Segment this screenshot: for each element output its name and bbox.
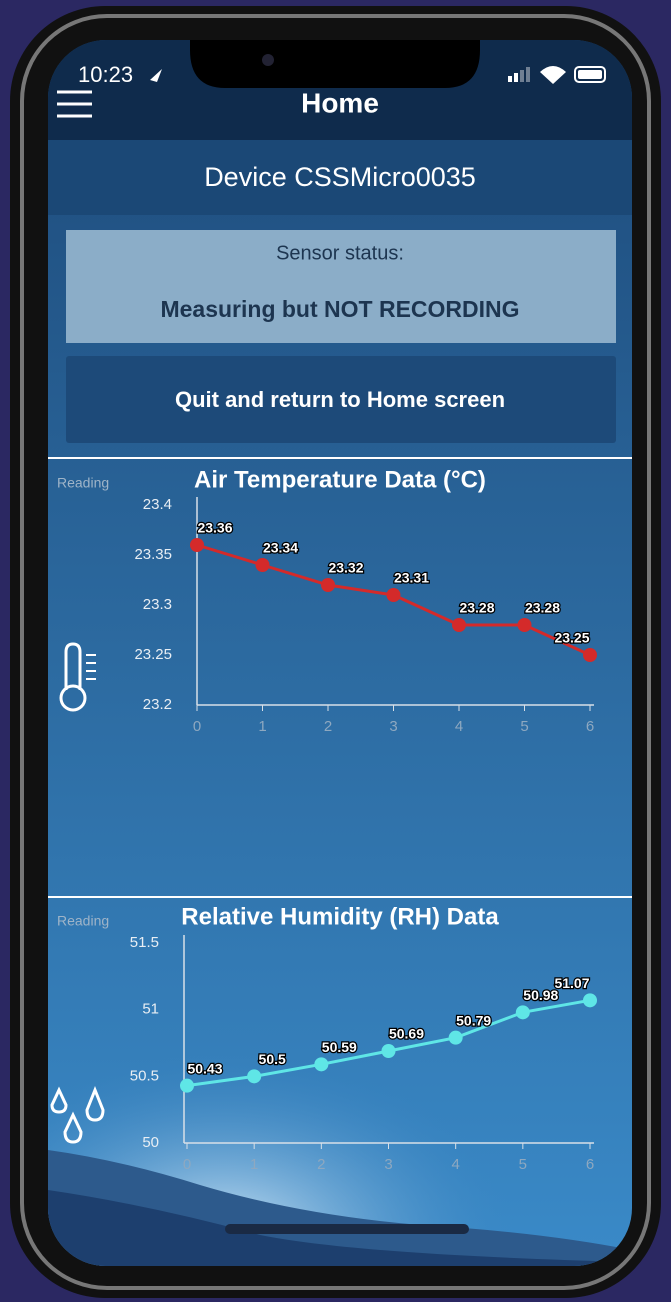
data-label: 51.07 bbox=[554, 975, 589, 991]
header-title: Home bbox=[301, 87, 379, 118]
data-point bbox=[517, 618, 532, 632]
wifi-icon bbox=[540, 66, 566, 84]
y-tick-label: 23.4 bbox=[143, 496, 172, 513]
data-point bbox=[381, 1044, 396, 1058]
chart-title: Air Temperature Data (°C) bbox=[194, 466, 486, 493]
x-tick-label: 4 bbox=[451, 1156, 459, 1173]
data-label: 50.43 bbox=[187, 1060, 222, 1076]
status-label: Sensor status: bbox=[276, 242, 404, 264]
status-value: Measuring but NOT RECORDING bbox=[160, 296, 519, 322]
battery-icon bbox=[574, 66, 606, 83]
notch bbox=[190, 40, 480, 88]
home-indicator bbox=[225, 1224, 469, 1234]
x-tick-label: 2 bbox=[324, 718, 332, 735]
data-point bbox=[255, 558, 270, 572]
x-tick-label: 0 bbox=[183, 1156, 191, 1173]
data-point bbox=[583, 993, 597, 1008]
x-tick-label: 5 bbox=[520, 718, 528, 735]
location-icon bbox=[150, 69, 162, 82]
data-label: 23.34 bbox=[263, 540, 298, 556]
data-point bbox=[452, 618, 466, 632]
camera bbox=[262, 54, 274, 66]
button-label[interactable]: Quit and return to Home screen bbox=[175, 387, 505, 412]
data-point bbox=[314, 1057, 329, 1072]
data-label: 23.31 bbox=[394, 570, 429, 586]
device-bar bbox=[48, 140, 632, 215]
y-tick-label: 51 bbox=[142, 1001, 159, 1018]
data-label: 50.69 bbox=[389, 1026, 424, 1042]
y-axis-label: Reading bbox=[57, 913, 109, 929]
data-point bbox=[321, 578, 335, 592]
x-tick-label: 2 bbox=[317, 1156, 325, 1173]
x-tick-label: 6 bbox=[586, 1156, 594, 1173]
x-tick-label: 4 bbox=[455, 718, 463, 735]
data-label: 50.98 bbox=[523, 987, 558, 1003]
data-point bbox=[448, 1030, 463, 1045]
x-tick-label: 5 bbox=[519, 1156, 527, 1173]
y-tick-label: 23.35 bbox=[134, 546, 172, 563]
quit-button[interactable] bbox=[66, 356, 616, 443]
data-label: 23.25 bbox=[554, 630, 589, 646]
droplets-icon bbox=[50, 1085, 105, 1144]
status-box bbox=[66, 230, 616, 343]
data-label: 23.36 bbox=[197, 520, 232, 536]
data-label: 50.79 bbox=[456, 1012, 491, 1028]
y-tick-label: 51.5 bbox=[130, 934, 159, 951]
data-label: 23.28 bbox=[525, 600, 560, 616]
signal-icon bbox=[508, 67, 530, 82]
chart-title: Relative Humidity (RH) Data bbox=[181, 903, 499, 930]
data-point bbox=[583, 648, 597, 662]
x-tick-label: 1 bbox=[258, 718, 266, 735]
x-tick-label: 0 bbox=[193, 718, 201, 735]
data-label: 23.32 bbox=[328, 560, 363, 576]
thermometer-icon bbox=[59, 642, 96, 712]
data-label: 50.5 bbox=[259, 1051, 286, 1067]
mountain bbox=[48, 1190, 632, 1266]
data-point bbox=[386, 588, 401, 602]
data-point bbox=[515, 1005, 530, 1020]
phone-edge bbox=[20, 14, 651, 1290]
menu-icon[interactable] bbox=[57, 90, 92, 118]
data-point bbox=[190, 538, 204, 552]
data-label: 50.59 bbox=[322, 1039, 357, 1055]
y-tick-label: 50 bbox=[142, 1134, 159, 1151]
y-tick-label: 23.25 bbox=[134, 646, 172, 663]
data-point bbox=[247, 1069, 262, 1084]
y-axis-label: Reading bbox=[57, 475, 109, 491]
y-tick-label: 23.3 bbox=[143, 596, 172, 613]
device-name: Device CSSMicro0035 bbox=[204, 162, 476, 192]
x-tick-label: 3 bbox=[389, 718, 397, 735]
x-tick-label: 3 bbox=[384, 1156, 392, 1173]
data-label: 23.28 bbox=[459, 600, 494, 616]
battery-level bbox=[578, 70, 602, 79]
data-point bbox=[180, 1078, 194, 1093]
y-tick-label: 50.5 bbox=[130, 1067, 159, 1084]
x-tick-label: 1 bbox=[250, 1156, 258, 1173]
status-time: 10:23 bbox=[78, 62, 133, 87]
x-tick-label: 6 bbox=[586, 718, 594, 735]
y-tick-label: 23.2 bbox=[143, 696, 172, 713]
